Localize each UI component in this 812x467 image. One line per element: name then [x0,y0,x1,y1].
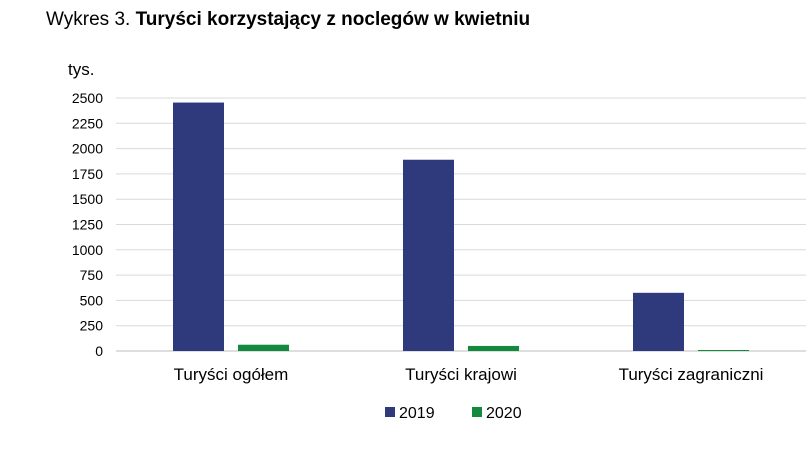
bar-2020-3 [698,350,749,351]
y-tick-label: 250 [80,318,104,334]
y-tick-label: 1750 [72,166,103,182]
y-tick-label: 1250 [72,217,103,233]
x-axis-labels: Turyści ogółem Turyści krajowi Turyści zag… [174,365,764,384]
legend-label-2020: 2020 [486,405,522,422]
gridlines [116,97,806,352]
bar-2019-2 [403,159,454,351]
bar-2019-3 [633,292,684,351]
y-tick-label: 750 [80,267,104,283]
y-tick-label: 1500 [72,191,103,207]
legend: 2019 2020 [385,405,522,422]
x-category-label: Turyści zagraniczni [619,365,764,384]
bar-2020-1 [238,344,289,351]
y-tick-label: 2000 [72,141,103,157]
bar-2019-1 [173,102,224,351]
legend-swatch-2020 [472,407,482,417]
y-tick-label: 2500 [72,90,103,106]
bars [173,102,749,351]
x-category-label: Turyści krajowi [405,365,517,384]
x-category-label: Turyści ogółem [174,365,289,384]
legend-swatch-2019 [385,407,395,417]
chart-title-main: Turyści korzystający z noclegów w kwietn… [135,9,531,30]
y-tick-label: 1000 [72,242,103,258]
legend-label-2019: 2019 [399,405,435,422]
y-tick-label: 500 [80,292,104,308]
y-axis-unit-label: tys. [68,60,94,79]
y-axis-ticks: 0 250 500 750 1000 1250 1500 1750 2000 2250 2500 [72,90,103,359]
y-tick-label: 0 [95,343,103,359]
chart-title-prefix: Wykres 3. [46,9,136,30]
chart-title: Wykres 3. Turyści korzystający z noclegó… [46,9,530,31]
y-tick-label: 2250 [72,115,103,131]
bar-2020-2 [468,345,519,351]
